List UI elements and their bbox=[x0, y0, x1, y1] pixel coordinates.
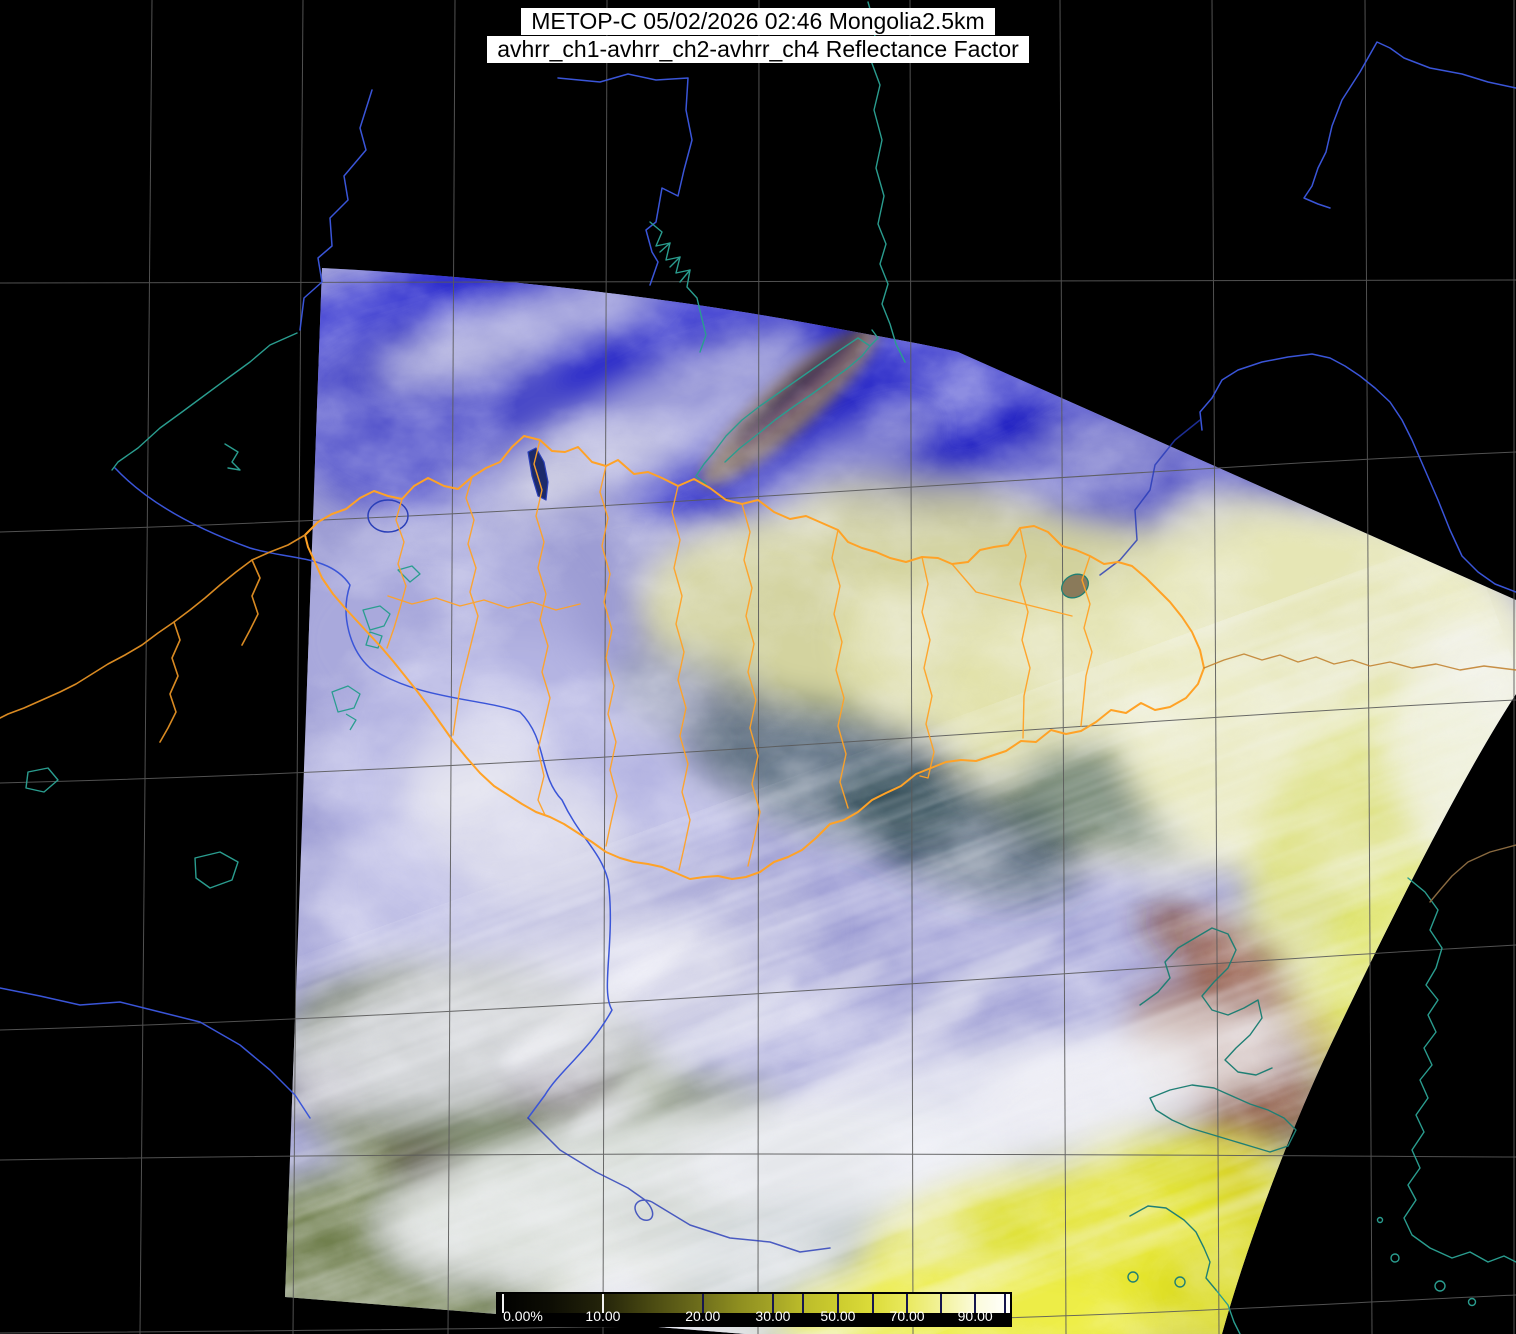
coastlines bbox=[25, 1, 1516, 1334]
colorbar-gradient bbox=[498, 1294, 1010, 1313]
colorbar-label: 90.00 bbox=[957, 1308, 993, 1324]
colorbar-label: 10.00 bbox=[585, 1308, 621, 1324]
colorbar-tick-100 bbox=[1003, 1294, 1006, 1313]
colorbar-label: 50.00 bbox=[820, 1308, 856, 1324]
rivers bbox=[0, 41, 1516, 1119]
colorbar-tick-20 bbox=[701, 1294, 704, 1313]
mongolia-province-borders bbox=[386, 439, 1093, 871]
colorbar-label: 0.00% bbox=[503, 1308, 543, 1324]
colorbar-label: 70.00 bbox=[889, 1308, 925, 1324]
colorbar-tick-30 bbox=[771, 1294, 774, 1313]
coastlines-bohai bbox=[1127, 927, 1297, 1291]
reflectance-colorbar: 0.00% 10.00 20.00 30.00 50.00 70.00 90.00 bbox=[496, 1292, 1012, 1327]
country-borders bbox=[0, 435, 1516, 903]
lake-uvs bbox=[367, 499, 409, 533]
russia-china-border bbox=[1203, 653, 1516, 671]
colorbar-tick-90 bbox=[974, 1294, 977, 1313]
lakes bbox=[331, 447, 1089, 731]
neighbor-borders bbox=[0, 534, 306, 743]
colorbar-tick-40 bbox=[802, 1294, 805, 1313]
colorbar-tick-50 bbox=[836, 1294, 839, 1313]
colorbar-tick-0 bbox=[502, 1294, 505, 1313]
colorbar-label: 20.00 bbox=[685, 1308, 721, 1324]
colorbar-tick-10 bbox=[601, 1294, 604, 1313]
title-line2: avhrr_ch1-avhrr_ch2-avhrr_ch4 Reflectanc… bbox=[487, 36, 1029, 63]
title-block: METOP-C 05/02/2026 02:46 Mongolia2.5km a… bbox=[0, 8, 1516, 63]
colorbar-tick-60 bbox=[871, 1294, 874, 1313]
colorbar-label: 30.00 bbox=[755, 1308, 791, 1324]
colorbar-tick-80 bbox=[939, 1294, 942, 1313]
rivers-inland bbox=[527, 419, 1201, 1253]
colorbar-tick-70 bbox=[906, 1294, 909, 1313]
china-korea-border bbox=[1429, 844, 1516, 903]
title-line1: METOP-C 05/02/2026 02:46 Mongolia2.5km bbox=[521, 8, 995, 35]
